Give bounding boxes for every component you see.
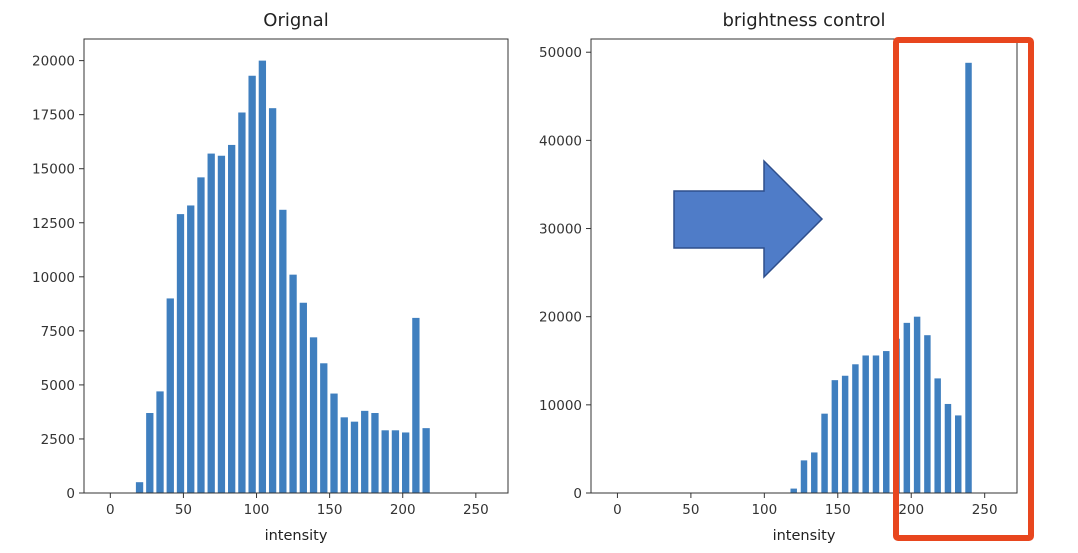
y-tick-label: 2500	[41, 432, 75, 448]
x-tick-label: 0	[613, 502, 622, 518]
histogram-bar	[831, 380, 839, 493]
histogram-bar	[913, 316, 921, 493]
y-tick-label: 12500	[32, 216, 75, 232]
histogram-bar	[924, 335, 931, 493]
histogram-bar	[207, 153, 215, 493]
y-tick-label: 20000	[539, 310, 582, 326]
y-tick-label: 15000	[32, 162, 75, 178]
x-tick-label: 50	[682, 502, 699, 518]
histogram-bar	[811, 452, 818, 493]
y-tick-label: 17500	[32, 108, 75, 124]
histogram-bar	[299, 302, 307, 493]
histogram-bar	[238, 112, 246, 493]
left-histogram: 0 50 100 150 200 2500250050007500100001250015…	[32, 38, 509, 518]
histogram-bar	[135, 482, 144, 493]
y-tick-label: 40000	[539, 133, 582, 149]
histogram-bar	[309, 337, 318, 493]
left-chart-title: Orignal	[263, 10, 328, 31]
histogram-bar	[156, 391, 164, 493]
histogram-bar	[187, 205, 195, 493]
x-tick-label: 200	[898, 502, 924, 518]
x-tick-label: 100	[244, 502, 270, 518]
histogram-bar	[955, 415, 962, 493]
y-tick-label: 20000	[32, 54, 75, 70]
x-tick-label: 150	[317, 502, 343, 518]
histogram-bar	[146, 413, 154, 493]
histogram-bar	[217, 155, 226, 494]
histogram-bar	[350, 421, 359, 493]
histogram-bar	[841, 375, 849, 493]
histogram-bar	[402, 432, 410, 493]
histogram-bar	[821, 413, 828, 493]
histogram-bar	[258, 60, 267, 494]
histogram-bar	[320, 363, 328, 493]
y-tick-label: 5000	[41, 378, 75, 394]
histogram-bar	[790, 488, 797, 493]
histogram-bar	[965, 62, 972, 494]
x-tick-label: 200	[390, 502, 416, 518]
histogram-bar	[371, 413, 379, 493]
left-chart-xlabel: intensity	[265, 528, 328, 544]
histogram-bar	[934, 378, 941, 493]
histogram-bar	[944, 403, 952, 493]
y-tick-label: 50000	[539, 45, 582, 61]
plot-frame	[590, 38, 1018, 494]
histogram-bar	[330, 393, 338, 493]
right-histogram: 0 50 100 150 200 250 0 10000 20000 30000 40000 5000…	[539, 38, 1018, 518]
y-tick-label: 0	[66, 486, 75, 502]
histogram-bar	[381, 430, 389, 493]
right-arrow-shape	[673, 159, 824, 279]
y-tick-label: 10000	[539, 398, 582, 414]
histogram-bar	[862, 355, 869, 493]
y-tick-label: 0	[573, 486, 582, 502]
x-tick-label: 150	[825, 502, 851, 518]
histogram-bar	[422, 428, 430, 493]
histogram-bar	[289, 274, 297, 493]
histogram-bar	[872, 355, 880, 493]
x-tick-label: 50	[175, 502, 192, 518]
x-tick-label: 100	[751, 502, 777, 518]
histogram-bar	[228, 144, 236, 493]
histogram-bar	[176, 214, 185, 494]
histogram-bar	[197, 177, 205, 494]
histogram-bar	[361, 410, 369, 493]
x-tick-label: 250	[972, 502, 998, 518]
histogram-bar	[248, 75, 256, 493]
histogram-bar	[852, 364, 859, 493]
right-chart-xlabel: intensity	[773, 528, 836, 544]
right-chart-title: brightness control	[722, 10, 885, 31]
histogram-bar	[391, 430, 400, 493]
histogram-bar	[279, 209, 287, 494]
histogram-bar	[340, 417, 348, 493]
histogram-bar	[883, 351, 890, 493]
histogram-bar	[800, 460, 808, 493]
histogram-bar	[903, 322, 911, 493]
histogram-bar	[412, 317, 420, 493]
x-tick-label: 250	[463, 502, 489, 518]
highlight-box	[893, 37, 1034, 541]
histogram-bar	[268, 108, 277, 494]
y-tick-label: 7500	[41, 324, 75, 340]
plot-frame	[83, 38, 509, 494]
histogram-bar	[166, 298, 174, 493]
x-tick-label: 0	[106, 502, 115, 518]
y-tick-label: 30000	[539, 222, 582, 238]
y-tick-label: 10000	[32, 270, 75, 286]
